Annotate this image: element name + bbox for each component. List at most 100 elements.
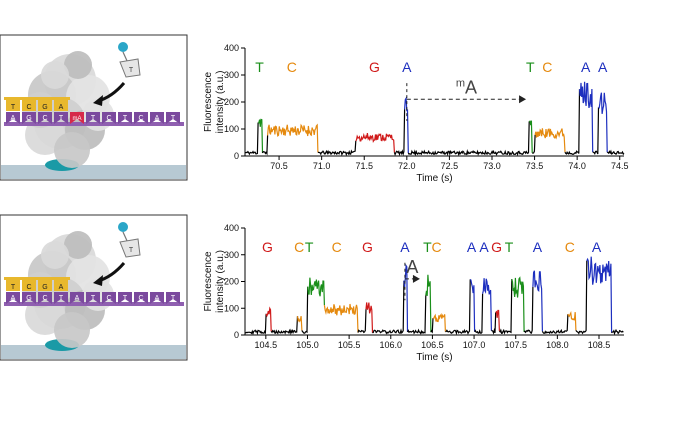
polymerase-lobe	[64, 231, 92, 259]
x-tick-label: 107.5	[504, 340, 527, 350]
template-backbone	[4, 302, 184, 306]
fluorophore-dot	[118, 222, 128, 232]
template-base-label: G	[26, 115, 31, 122]
baseline-trace	[357, 309, 367, 334]
baseline-trace	[564, 89, 581, 155]
nascent-nucleotide	[6, 100, 20, 111]
y-tick-label: 200	[224, 277, 239, 287]
pulse-trace-A	[578, 81, 594, 153]
template-nucleotide	[86, 292, 100, 304]
baseline-trace	[317, 140, 357, 157]
base-call-label: A	[467, 239, 477, 255]
template-base-label: T	[123, 115, 128, 122]
baseline-trace	[372, 280, 405, 335]
pulse-trace-T	[511, 276, 525, 332]
pulse-trace-G	[495, 309, 500, 332]
template-base-label: T	[59, 115, 64, 122]
baseline-trace	[245, 122, 259, 156]
baseline-trace	[407, 121, 530, 157]
base-call-label: C	[432, 239, 442, 255]
x-tick-label: 73.5	[526, 161, 544, 171]
template-nucleotide	[54, 112, 68, 124]
base-call-label: A	[400, 239, 410, 255]
x-tick-label: 74.5	[611, 161, 629, 171]
baseline-trace	[541, 313, 569, 335]
nascent-backbone	[4, 277, 70, 280]
baseline-trace	[532, 134, 536, 154]
y-tick-label: 400	[224, 43, 239, 53]
baseline-trace	[261, 135, 269, 156]
template-nucleotide	[38, 112, 52, 124]
incorporation-arrowhead	[93, 95, 103, 106]
template-nucleotide	[150, 292, 164, 304]
x-tick-label: 74.0	[568, 161, 586, 171]
base-call-label: G	[262, 239, 273, 255]
template-nucleotide	[70, 112, 84, 124]
y-axis-label-line: Fluorescence	[203, 251, 214, 311]
incoming-base-label: T	[129, 247, 134, 254]
base-call-label: C	[542, 59, 552, 75]
template-base-label: A	[11, 295, 16, 302]
y-tick-label: 0	[234, 330, 239, 340]
nascent-base-label: T	[11, 104, 16, 111]
nascent-nucleotide	[22, 280, 36, 291]
base-call-label: T	[305, 239, 314, 255]
nascent-base-label: G	[42, 284, 47, 291]
baseline-trace	[498, 279, 513, 335]
template-nucleotide	[22, 292, 36, 304]
nascent-nucleotide	[38, 100, 52, 111]
base-call-label: G	[362, 239, 373, 255]
baseline-trace	[523, 286, 534, 334]
fluorophore-dot	[118, 42, 128, 52]
x-tick-label: 105.0	[296, 340, 319, 350]
base-call-label: G	[491, 239, 502, 255]
template-base-label: mA	[73, 116, 82, 122]
base-call-label: C	[332, 239, 342, 255]
pulse-trace-T	[307, 277, 325, 306]
y-axis-label-line: intensity (a.u.)	[215, 250, 226, 313]
y-axis-label-line: Fluorescence	[203, 72, 214, 132]
template-base-label: A	[155, 295, 160, 302]
nascent-base-label: A	[59, 104, 64, 111]
template-nucleotide	[86, 112, 100, 124]
incoming-nucleotide	[119, 238, 141, 258]
pulse-trace-C	[296, 315, 303, 331]
pulse-trace-A	[532, 270, 543, 332]
base-call-label: A	[479, 239, 489, 255]
chart-top: 0 100 200 300 400 70.5 71.0 71.5 72.0 72.5 73.0 73.…	[203, 43, 629, 184]
baseline-trace	[393, 109, 406, 157]
incoming-nucleotide	[119, 58, 141, 78]
template-base-label: T	[171, 295, 176, 302]
template-nucleotide	[150, 112, 164, 124]
baseline-trace	[301, 286, 309, 334]
pulse-trace-C	[432, 312, 446, 332]
base-call-label: T	[505, 239, 514, 255]
x-axis-label: Time (s)	[416, 173, 452, 184]
y-axis-label: Fluorescenceintensity (a.u.)	[203, 250, 226, 313]
pulse-trace-T	[529, 120, 533, 153]
baseline-trace	[474, 293, 484, 334]
template-nucleotide	[134, 292, 148, 304]
y-tick-label: 400	[224, 223, 239, 233]
nascent-base-label: G	[42, 104, 47, 111]
template-base-label: C	[42, 295, 47, 302]
template-base-label: T	[171, 115, 176, 122]
pulse-trace-A	[469, 278, 476, 332]
template-base-label: T	[123, 295, 128, 302]
polymerase-lobe	[54, 132, 90, 168]
template-base-label: A	[75, 295, 80, 302]
base-call-label: T	[423, 239, 432, 255]
baseline-trace	[611, 328, 624, 336]
template-nucleotide	[102, 112, 116, 124]
nascent-base-label: C	[26, 284, 31, 291]
pulse-trace-C	[534, 128, 566, 153]
pulse-trace-G	[265, 306, 272, 332]
template-base-label: C	[138, 115, 143, 122]
baseline-trace	[445, 279, 471, 336]
template-base-label: A	[11, 115, 16, 122]
annotation-arrowhead	[412, 274, 420, 283]
x-tick-label: 104.5	[255, 340, 278, 350]
template-nucleotide	[134, 112, 148, 124]
